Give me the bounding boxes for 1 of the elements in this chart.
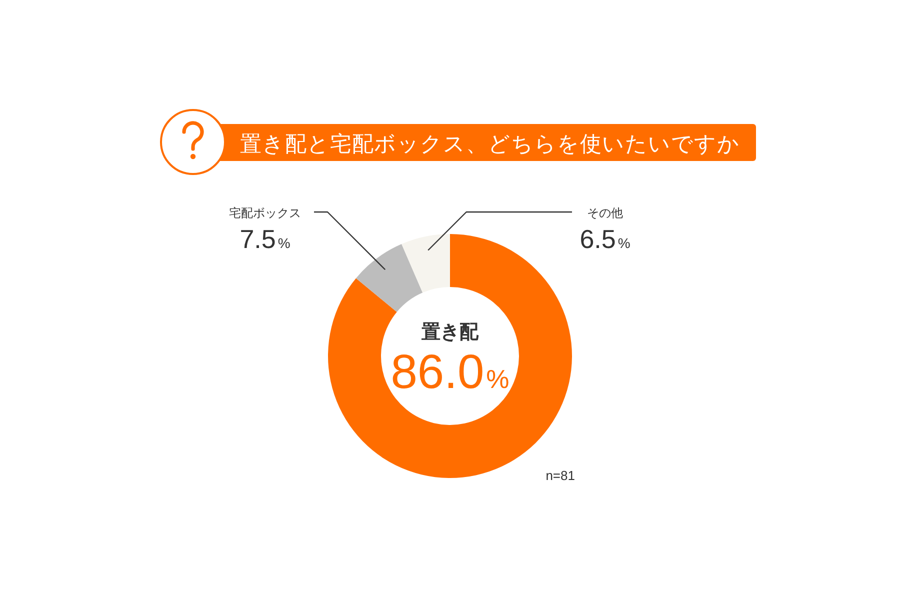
chart-title: 置き配と宅配ボックス、どちらを使いたいですか bbox=[240, 132, 740, 156]
